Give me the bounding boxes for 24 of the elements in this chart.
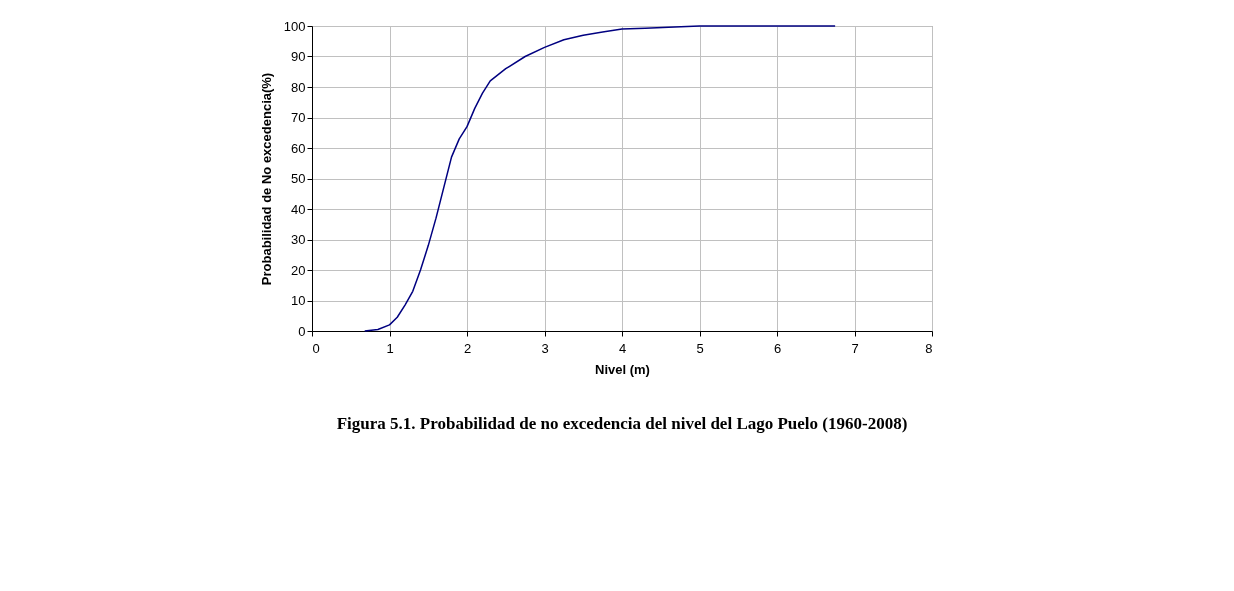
- x-axis-title: Nivel (m): [595, 361, 650, 377]
- x-tick-label: 6: [773, 340, 782, 356]
- y-tick-label: 80: [291, 79, 306, 95]
- x-tick-label: 2: [463, 340, 472, 356]
- x-tick-label: 0: [312, 340, 320, 356]
- x-tick-label: 1: [386, 340, 394, 356]
- x-tick-label: 5: [696, 340, 704, 356]
- line-series: [363, 25, 836, 332]
- y-tick-label: 40: [291, 201, 306, 217]
- x-tick-label: 4: [618, 340, 627, 356]
- y-tick-label: 0: [298, 323, 306, 339]
- x-tick-label: 7: [851, 340, 859, 356]
- y-tick-label: 60: [291, 140, 306, 156]
- y-tick-label: 100: [283, 18, 306, 34]
- x-tick-label: 3: [541, 340, 549, 356]
- x-tick-label: 8: [925, 340, 933, 356]
- y-tick-label: 70: [291, 110, 306, 125]
- y-tick-label: 90: [291, 49, 306, 64]
- y-axis-title: Probabilidad de No excedencia(%): [258, 72, 274, 286]
- y-tick-label: 50: [291, 171, 306, 186]
- y-tick-label: 30: [291, 232, 306, 247]
- y-tick-label: 20: [291, 262, 306, 278]
- y-tick-label: 10: [291, 293, 306, 308]
- text: Figura 5.1. Probabilidad de no excedencia del nivel del Lago Puelo (1960-2008): [336, 414, 908, 433]
